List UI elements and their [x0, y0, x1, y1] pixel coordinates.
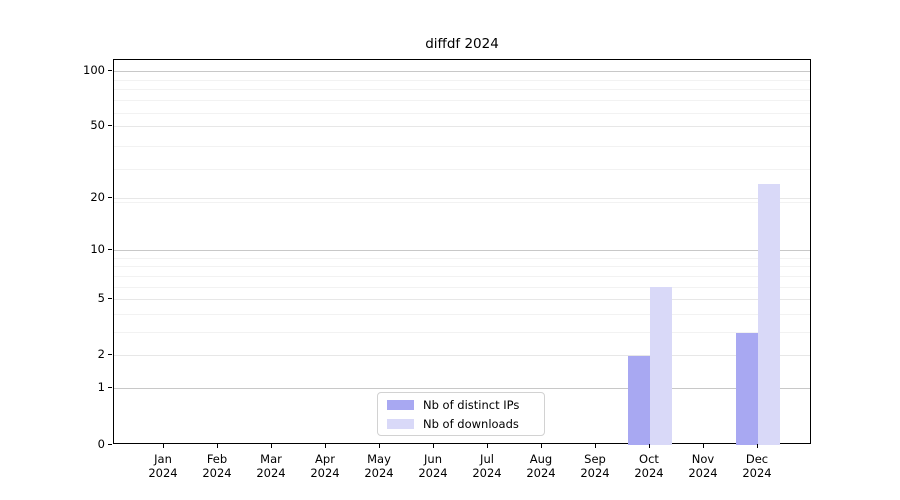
x-tick-mark-aug [541, 444, 542, 448]
y-tick-mark-10 [108, 249, 112, 251]
plot-area [113, 59, 811, 445]
y-tick-label-1: 1 [97, 380, 105, 395]
y-tick-mark-0 [108, 443, 112, 445]
x-tick-mark-sep [595, 444, 596, 448]
x-tick-mark-jun [433, 444, 434, 448]
x-tick-mark-may [379, 444, 380, 448]
legend-item-downloads: Nb of downloads [387, 416, 544, 432]
year-label: 2024 [580, 466, 610, 480]
y-tick-mark-20 [108, 196, 112, 198]
y-tick-label-2: 2 [97, 347, 105, 362]
month-label: Mar [260, 452, 282, 466]
legend: Nb of distinct IPs Nb of downloads [377, 392, 545, 436]
gridline-y-29 [114, 168, 810, 170]
x-tick-label-oct: Oct 2024 [622, 452, 676, 480]
y-tick-label-0: 0 [97, 436, 105, 451]
x-tick-label-jun: Jun 2024 [406, 452, 460, 480]
gridline-y-19 [114, 201, 810, 203]
gridline-y-3 [114, 332, 810, 334]
gridline-y-50 [114, 125, 810, 127]
month-label: Jan [154, 452, 172, 466]
y-tick-label-50: 50 [90, 117, 105, 132]
gridline-y-9 [114, 257, 810, 259]
gridline-y-39 [114, 145, 810, 147]
gridline-y-2 [114, 355, 810, 357]
year-label: 2024 [634, 466, 664, 480]
year-label: 2024 [364, 466, 394, 480]
y-tick-mark-50 [108, 124, 112, 126]
gridline-y-6 [114, 286, 810, 288]
year-label: 2024 [526, 466, 556, 480]
year-label: 2024 [310, 466, 340, 480]
month-label: Dec [745, 452, 769, 466]
x-tick-mark-feb [217, 444, 218, 448]
y-tick-label-100: 100 [83, 62, 105, 77]
x-tick-label-feb: Feb 2024 [190, 452, 244, 480]
gridline-y-59 [114, 112, 810, 114]
x-tick-mark-dec [757, 444, 758, 448]
legend-label-downloads: Nb of downloads [423, 416, 519, 431]
year-label: 2024 [256, 466, 286, 480]
gridline-y-10 [114, 250, 810, 252]
month-label: Sep [584, 452, 606, 466]
y-tick-mark-2 [108, 354, 112, 356]
bar-nb-of-distinct-ips-oct [628, 355, 650, 445]
year-label: 2024 [472, 466, 502, 480]
x-tick-label-may: May 2024 [352, 452, 406, 480]
legend-label-distinct-ips: Nb of distinct IPs [423, 397, 520, 412]
gridline-y-1 [114, 388, 810, 390]
month-label: Aug [529, 452, 553, 466]
x-tick-label-dec: Dec 2024 [730, 452, 784, 480]
chart-title: diffdf 2024 [425, 36, 499, 52]
x-tick-label-apr: Apr 2024 [298, 452, 352, 480]
month-label: Apr [315, 452, 335, 466]
gridline-y-69 [114, 100, 810, 102]
legend-item-distinct-ips: Nb of distinct IPs [387, 397, 544, 413]
gridline-y-89 [114, 79, 810, 81]
x-tick-label-mar: Mar 2024 [244, 452, 298, 480]
gridline-y-20 [114, 197, 810, 199]
y-tick-mark-100 [108, 69, 112, 71]
gridline-y-5 [114, 299, 810, 301]
x-tick-label-sep: Sep 2024 [568, 452, 622, 480]
year-label: 2024 [418, 466, 448, 480]
bar-nb-of-downloads-oct [650, 287, 672, 445]
month-label: Oct [639, 452, 659, 466]
x-tick-mark-jan [163, 444, 164, 448]
month-label: Nov [691, 452, 715, 466]
gridline-y-100 [114, 70, 810, 72]
y-tick-mark-1 [108, 387, 112, 389]
month-label: May [367, 452, 391, 466]
y-tick-label-5: 5 [97, 291, 105, 306]
x-tick-label-aug: Aug 2024 [514, 452, 568, 480]
month-label: Jul [480, 452, 494, 466]
x-tick-label-jul: Jul 2024 [460, 452, 514, 480]
x-tick-mark-nov [703, 444, 704, 448]
gridline-y-4 [114, 314, 810, 316]
gridline-y-8 [114, 266, 810, 268]
y-tick-label-10: 10 [90, 242, 105, 257]
x-tick-label-nov: Nov 2024 [676, 452, 730, 480]
gridline-y-7 [114, 275, 810, 277]
x-tick-label-jan: Jan 2024 [136, 452, 190, 480]
bar-nb-of-distinct-ips-dec [736, 332, 758, 445]
y-tick-mark-5 [108, 298, 112, 300]
month-label: Jun [424, 452, 442, 466]
year-label: 2024 [202, 466, 232, 480]
legend-swatch-distinct-ips [387, 399, 414, 410]
bar-nb-of-downloads-dec [758, 184, 780, 445]
x-tick-mark-oct [649, 444, 650, 448]
gridline-y-79 [114, 89, 810, 91]
x-tick-mark-mar [271, 444, 272, 448]
year-label: 2024 [742, 466, 772, 480]
y-tick-label-20: 20 [90, 189, 105, 204]
x-tick-mark-apr [325, 444, 326, 448]
month-label: Feb [206, 452, 228, 466]
year-label: 2024 [688, 466, 718, 480]
x-tick-mark-jul [487, 444, 488, 448]
year-label: 2024 [148, 466, 178, 480]
legend-swatch-downloads [387, 418, 414, 429]
